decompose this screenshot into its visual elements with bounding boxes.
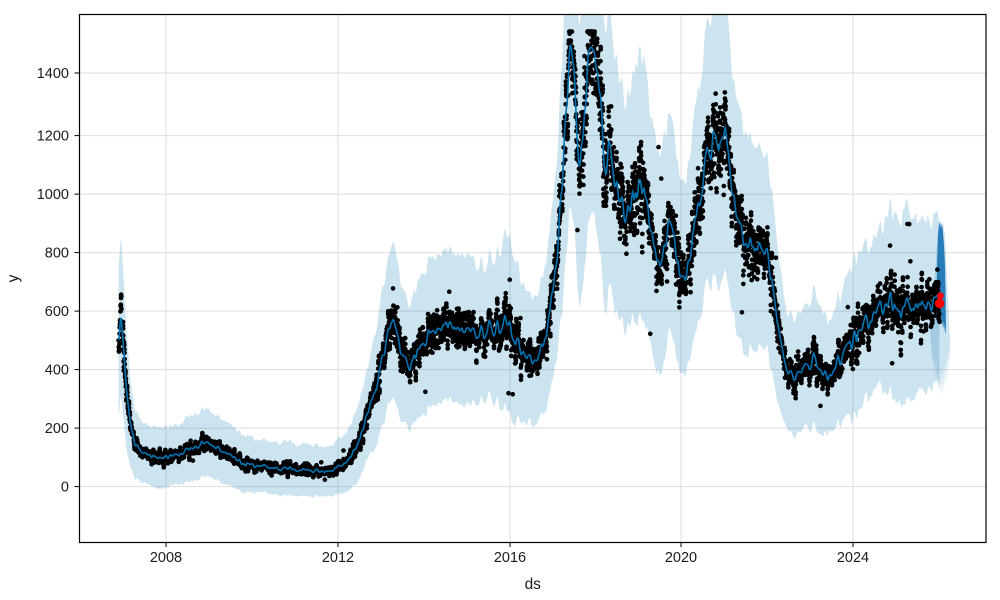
- svg-text:1400: 1400: [37, 66, 69, 82]
- svg-text:600: 600: [45, 304, 69, 320]
- svg-text:2024: 2024: [837, 550, 869, 566]
- svg-text:y: y: [5, 274, 22, 282]
- svg-text:2008: 2008: [150, 550, 182, 566]
- svg-text:200: 200: [45, 421, 69, 437]
- svg-text:2016: 2016: [494, 550, 526, 566]
- svg-text:0: 0: [61, 480, 69, 496]
- svg-text:1200: 1200: [37, 129, 69, 145]
- svg-text:1000: 1000: [37, 187, 69, 203]
- svg-text:2020: 2020: [665, 550, 697, 566]
- svg-text:400: 400: [45, 363, 69, 379]
- svg-text:ds: ds: [525, 576, 542, 593]
- svg-text:2012: 2012: [322, 550, 354, 566]
- svg-text:800: 800: [45, 246, 69, 262]
